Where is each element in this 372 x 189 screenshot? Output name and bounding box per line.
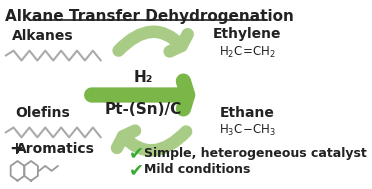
Text: Ethane: Ethane: [220, 106, 275, 120]
Text: H₂: H₂: [134, 70, 153, 85]
Text: +: +: [9, 140, 23, 158]
Text: ✔: ✔: [129, 144, 144, 162]
Text: H$_2$C$\!=\!$CH$_2$: H$_2$C$\!=\!$CH$_2$: [219, 45, 276, 60]
Text: Olefins: Olefins: [16, 106, 70, 120]
Text: Ethylene: Ethylene: [213, 27, 282, 41]
Text: Alkane Transfer Dehydrogenation: Alkane Transfer Dehydrogenation: [5, 9, 294, 24]
Text: Aromatics: Aromatics: [16, 142, 95, 156]
Text: ✔: ✔: [129, 161, 144, 179]
Text: H$_3$C$\!-\!$CH$_3$: H$_3$C$\!-\!$CH$_3$: [219, 123, 276, 138]
Text: Mild conditions: Mild conditions: [144, 163, 251, 176]
Text: Simple, heterogeneous catalyst: Simple, heterogeneous catalyst: [144, 147, 367, 160]
Text: Alkanes: Alkanes: [12, 29, 74, 43]
Text: Pt-(Sn)/C: Pt-(Sn)/C: [105, 102, 182, 117]
